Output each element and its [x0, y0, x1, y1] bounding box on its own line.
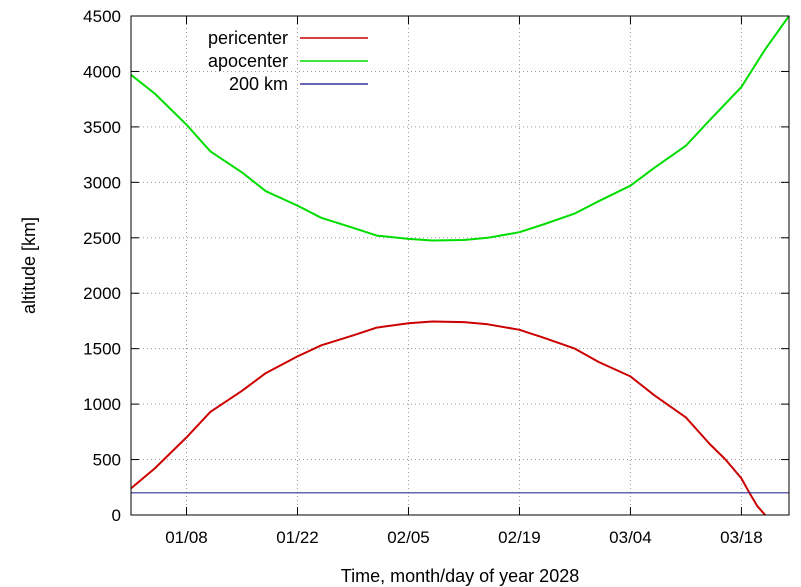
- plot-frame: [130, 15, 790, 516]
- x-tick-label: 03/18: [720, 528, 763, 547]
- x-tick-label: 02/19: [498, 528, 541, 547]
- legend-label: pericenter: [208, 28, 288, 48]
- y-tick-label: 500: [93, 451, 121, 470]
- y-tick-label: 4000: [83, 62, 121, 81]
- y-tick-label: 3000: [83, 173, 121, 192]
- y-tick-label: 0: [112, 506, 121, 525]
- y-axis-title: altitude [km]: [19, 217, 39, 314]
- x-tick-label: 03/04: [609, 528, 652, 547]
- axis-ticks: 0 500 1000 1500 2000 2500 3000 3500 4000 4500 01/0…: [83, 7, 789, 547]
- grid-lines: [131, 16, 789, 515]
- x-axis-title: Time, month/day of year 2028: [341, 566, 579, 586]
- legend: pericenter apocenter 200 km: [208, 28, 368, 94]
- series-line-1: [130, 15, 790, 242]
- series-line-0: [130, 320, 766, 516]
- legend-label: apocenter: [208, 51, 288, 71]
- y-tick-label: 3500: [83, 118, 121, 137]
- y-tick-label: 1000: [83, 395, 121, 414]
- series-lines: [130, 15, 790, 516]
- y-tick-label: 4500: [83, 7, 121, 26]
- legend-label: 200 km: [229, 74, 288, 94]
- y-tick-label: 2500: [83, 229, 121, 248]
- x-tick-label: 01/22: [276, 528, 319, 547]
- y-tick-label: 2000: [83, 284, 121, 303]
- y-tick-label: 1500: [83, 340, 121, 359]
- x-tick-label: 02/05: [387, 528, 430, 547]
- x-tick-label: 01/08: [165, 528, 208, 547]
